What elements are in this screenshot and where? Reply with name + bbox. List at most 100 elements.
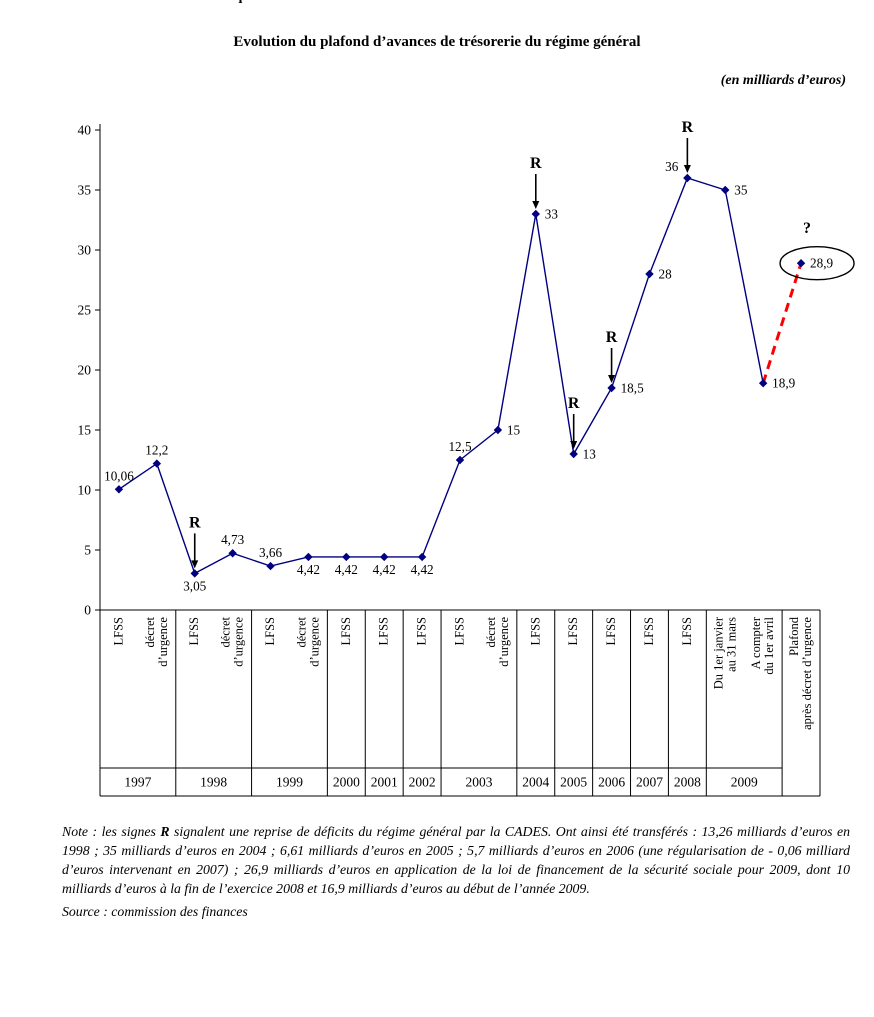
category-label: LFSS <box>377 617 391 646</box>
year-label: 2006 <box>598 775 625 790</box>
category-label: LFSS <box>680 617 694 646</box>
year-label: 2007 <box>636 775 663 790</box>
r-arrow-head-icon <box>532 201 540 209</box>
year-label: 1997 <box>124 775 151 790</box>
y-tick-label: 10 <box>78 483 92 498</box>
note-r-symbol: R <box>160 824 170 839</box>
category-label: d’urgence <box>156 617 170 667</box>
category-label: Du 1er janvier <box>711 616 725 689</box>
note-paragraph: Note : les signes R signalent une repris… <box>62 822 850 898</box>
y-tick-label: 30 <box>78 243 92 258</box>
series-line <box>118 177 764 575</box>
category-label: LFSS <box>339 617 353 646</box>
year-label: 2000 <box>333 775 360 790</box>
data-point-marker <box>152 459 162 468</box>
category-label: du 1er avril <box>762 616 776 674</box>
y-tick-label: 25 <box>78 303 92 318</box>
category-label: d’urgence <box>307 617 321 667</box>
category-label: décret <box>484 616 498 647</box>
r-arrow-head-icon <box>191 560 199 569</box>
data-point-marker <box>569 449 578 459</box>
data-point-marker <box>266 561 275 571</box>
chart-title: Evolution du plafond d’avances de trésor… <box>233 34 641 50</box>
category-label: LFSS <box>415 617 429 646</box>
data-point-marker <box>114 485 124 494</box>
category-label: LFSS <box>111 617 125 646</box>
data-point-marker <box>531 209 540 219</box>
treasury-advances-chart: 0 5 10 15 20 25 30 35 40 1997 1998 1999 2000 2001 2002… <box>78 119 855 797</box>
r-arrow-head-icon <box>570 441 578 449</box>
clipped-top-text-content: réellement qu’en 2007. <box>168 0 428 5</box>
category-label: d’urgence <box>497 617 511 667</box>
category-label: au 31 mars <box>724 617 738 672</box>
data-label: 33 <box>545 207 559 222</box>
y-tick-label: 0 <box>84 603 91 618</box>
y-tick-label: 5 <box>84 543 91 558</box>
r-arrow-head-icon <box>683 165 691 173</box>
data-label: 4,42 <box>411 562 434 577</box>
category-label: LFSS <box>263 617 277 646</box>
data-point-marker <box>645 269 654 279</box>
data-label: 13 <box>583 447 597 462</box>
unit-label: (en milliards d’euros) <box>720 73 846 88</box>
question-mark: ? <box>803 220 811 237</box>
category-label: LFSS <box>566 617 580 646</box>
cades-r-marker: R <box>682 119 694 136</box>
category-label: LFSS <box>187 617 201 646</box>
data-label: 3,05 <box>183 578 206 593</box>
data-point-marker <box>455 455 465 465</box>
r-arrow-head-icon <box>608 375 616 383</box>
data-point-marker <box>417 552 427 562</box>
data-point-marker <box>607 383 616 393</box>
data-label: 28 <box>658 267 672 282</box>
y-tick-label: 15 <box>78 423 92 438</box>
year-label: 2008 <box>674 775 701 790</box>
year-label: 2002 <box>409 775 436 790</box>
data-label: 28,9 <box>810 256 833 271</box>
data-label: 12,2 <box>145 443 168 458</box>
category-label: décret <box>219 616 233 647</box>
year-label: 2001 <box>371 775 398 790</box>
y-tick-label: 40 <box>78 123 92 138</box>
data-point-marker <box>228 549 237 558</box>
category-label: LFSS <box>604 617 618 646</box>
data-point-marker <box>380 552 389 562</box>
source-line: Source : commission des finances <box>62 904 248 920</box>
data-label: 36 <box>665 159 679 174</box>
highlight-ellipse <box>779 245 855 281</box>
data-point-marker <box>190 569 199 578</box>
data-point-marker <box>796 259 806 268</box>
category-label: LFSS <box>453 617 467 646</box>
data-label: 10,06 <box>104 468 134 483</box>
category-label: d’urgence <box>232 617 246 667</box>
data-label: 3,66 <box>259 545 282 560</box>
year-label: 1998 <box>200 775 227 790</box>
data-point-marker <box>683 173 692 183</box>
y-tick-label: 20 <box>78 363 92 378</box>
y-tick-label: 35 <box>78 183 92 198</box>
data-label: 15 <box>507 423 521 438</box>
year-label: 2004 <box>522 775 549 790</box>
category-label: Plafond <box>787 616 801 656</box>
data-label: 18,9 <box>772 376 795 391</box>
data-label: 4,42 <box>297 562 320 577</box>
category-label: LFSS <box>528 617 542 646</box>
data-label: 18,5 <box>621 381 644 396</box>
year-label: 2003 <box>465 775 492 790</box>
data-label: 4,42 <box>335 562 358 577</box>
year-label: 2009 <box>731 775 758 790</box>
year-label: 1999 <box>276 775 303 790</box>
data-point-marker <box>304 552 313 562</box>
data-point-marker <box>721 185 730 195</box>
data-point-marker <box>342 552 351 562</box>
cades-r-marker: R <box>568 395 580 412</box>
cades-r-marker: R <box>530 155 542 172</box>
year-label: 2005 <box>560 775 587 790</box>
cades-r-marker: R <box>189 514 201 531</box>
category-label: LFSS <box>642 617 656 646</box>
data-point-marker <box>758 379 768 388</box>
note-body: signalent une reprise de déficits du rég… <box>62 824 850 897</box>
projection-dashed-line <box>761 262 803 384</box>
note-block: Note : les signes R signalent une repris… <box>62 822 850 921</box>
clipped-top-text: réellement qu’en 2007. <box>168 0 428 9</box>
